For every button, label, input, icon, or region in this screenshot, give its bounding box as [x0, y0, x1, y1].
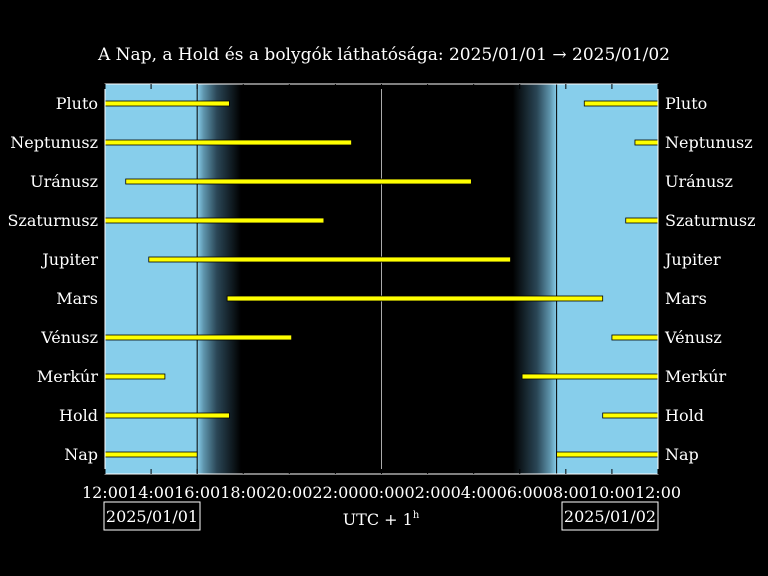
end-date-box: 2025/01/02: [561, 501, 659, 531]
x-tick-label: 06:00: [497, 483, 543, 502]
x-tick-label: 08:00: [543, 483, 589, 502]
end-date: 2025/01/02: [564, 507, 656, 526]
x-axis-label-text: UTC + 1: [343, 510, 413, 529]
row-label-right: Jupiter: [663, 250, 721, 269]
day-region-end: [556, 84, 658, 474]
row-label-right: Vénusz: [664, 328, 722, 347]
left-labels: Pluto Neptunusz Uránusz Szaturnusz Jupiter Ma…: [7, 94, 98, 464]
row-label-left: Merkúr: [37, 367, 99, 386]
svg-text:UTC + 1h: UTC + 1h: [343, 510, 420, 529]
visibility-bar: [148, 256, 511, 263]
x-axis-label-sup: h: [413, 510, 420, 521]
start-date: 2025/01/01: [106, 507, 198, 526]
visibility-bar: [104, 217, 325, 224]
row-label-left: Vénusz: [40, 328, 98, 347]
right-labels: Pluto Neptunusz Uránusz Szaturnusz Jupiter Ma…: [663, 94, 756, 464]
x-tick-label: 18:00: [220, 483, 266, 502]
x-ticks: 12:00 14:00 16:00 18:00 20:00 22:00 00:00 02:00…: [82, 84, 681, 502]
row-label-left: Jupiter: [40, 250, 98, 269]
row-label-right: Neptunusz: [665, 133, 753, 152]
visibility-bar: [634, 139, 659, 146]
visibility-bar: [521, 373, 659, 380]
row-label-left: Mars: [56, 289, 98, 308]
row-label-right: Nap: [665, 445, 699, 464]
row-label-right: Merkúr: [665, 367, 727, 386]
visibility-bar: [104, 451, 198, 458]
row-label-right: Mars: [665, 289, 707, 308]
x-tick-label: 12:00: [635, 483, 681, 502]
day-region-start: [105, 84, 198, 474]
x-axis-label: UTC + 1h: [343, 510, 420, 529]
x-tick-label: 04:00: [451, 483, 497, 502]
start-date-box: 2025/01/01: [103, 501, 201, 531]
x-tick-label: 16:00: [174, 483, 220, 502]
visibility-bar: [104, 334, 293, 341]
visibility-bar: [104, 412, 230, 419]
row-label-right: Uránusz: [665, 172, 733, 191]
row-label-left: Pluto: [56, 94, 98, 113]
row-label-left: Uránusz: [30, 172, 98, 191]
visibility-bar: [556, 451, 659, 458]
row-label-right: Hold: [665, 406, 704, 425]
visibility-bar: [625, 217, 659, 224]
row-label-left: Nap: [64, 445, 98, 464]
row-label-left: Neptunusz: [10, 133, 98, 152]
x-tick-label: 22:00: [312, 483, 358, 502]
visibility-bar: [104, 100, 230, 107]
dawn-twilight: [512, 84, 557, 474]
dusk-twilight: [197, 84, 241, 474]
plot-background: [105, 84, 658, 474]
row-label-left: Hold: [59, 406, 98, 425]
chart-title: A Nap, a Hold és a bolygók láthatósága: …: [97, 45, 670, 65]
visibility-bar: [226, 295, 604, 302]
row-label-left: Szaturnusz: [7, 211, 98, 230]
visibility-bar: [611, 334, 659, 341]
x-tick-label: 10:00: [589, 483, 635, 502]
x-tick-label: 14:00: [128, 483, 174, 502]
x-tick-label: 12:00: [82, 483, 128, 502]
x-tick-label: 02:00: [405, 483, 451, 502]
x-tick-label: 20:00: [266, 483, 312, 502]
visibility-bar: [104, 373, 166, 380]
visibility-bar: [104, 139, 352, 146]
visibility-bar: [125, 178, 472, 185]
visibility-bar: [602, 412, 659, 419]
row-label-right: Pluto: [665, 94, 707, 113]
row-label-right: Szaturnusz: [665, 211, 756, 230]
x-tick-label: 00:00: [358, 483, 404, 502]
visibility-bar: [583, 100, 659, 107]
